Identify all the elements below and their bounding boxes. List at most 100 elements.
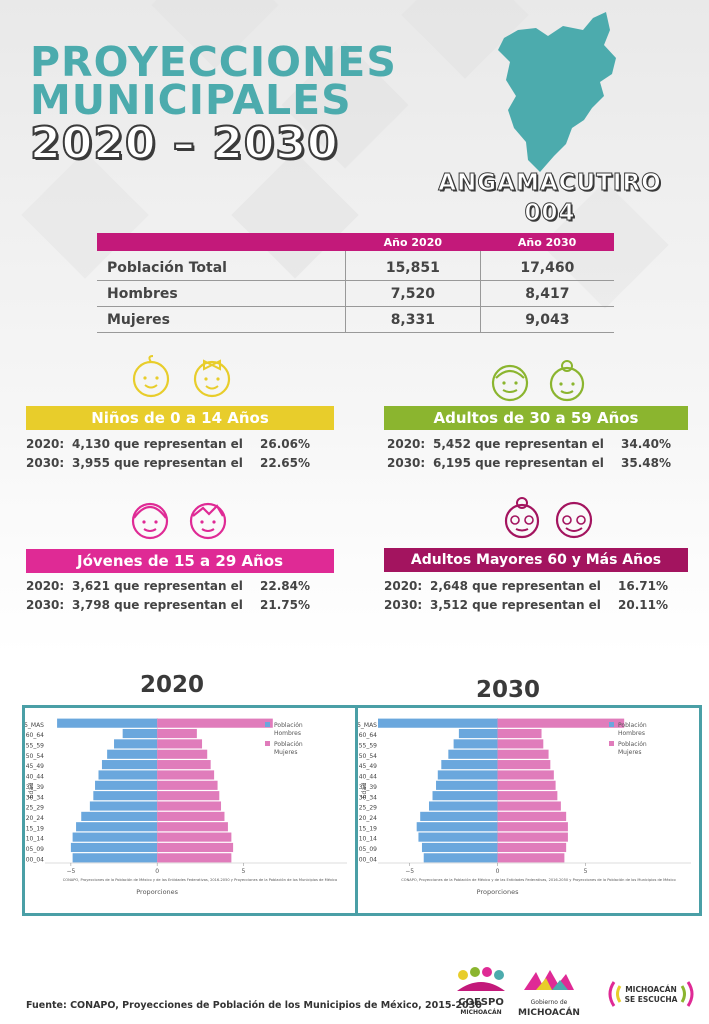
table-row: Hombres 7,520 8,417 — [97, 280, 614, 307]
year-label: 2030: — [26, 598, 65, 612]
x-tick-label: 5 — [584, 868, 588, 875]
bar-mujeres-60_64 — [157, 728, 197, 739]
bar-hombres-50_54 — [107, 749, 158, 759]
year-label: 2030: — [387, 456, 426, 470]
logo3-line1: MICHOACÁN — [625, 985, 677, 994]
bar-hombres-55_59 — [453, 739, 498, 749]
y-axis-label: Edad — [360, 782, 368, 798]
row-label: Hombres — [97, 280, 346, 307]
x-axis-label: Proporciones — [136, 888, 178, 896]
bar-mujeres-10_14 — [497, 832, 568, 842]
year-label: 2030: — [384, 598, 423, 612]
bar-mujeres-50_54 — [157, 749, 208, 759]
bar-mujeres-00_04 — [157, 853, 232, 863]
legend-swatch-hombres — [609, 722, 614, 727]
legend-swatch-mujeres — [609, 741, 614, 746]
mayores-title-bar: Adultos Mayores 60 y Más Años — [384, 548, 688, 572]
ninos-line-2030: 2030: 3,955 que representan el 22.65% — [26, 456, 310, 470]
gobierno-michoacan-logo: Gobierno de MICHOACÁN — [518, 970, 580, 1018]
bar-hombres-05_09 — [70, 842, 158, 853]
jovenes-line-2030: 2030: 3,798 que representan el 21.75% — [26, 598, 310, 612]
percent: 22.65% — [260, 456, 310, 470]
bar-hombres-00_04 — [72, 853, 158, 863]
bar-mujeres-65_MAS — [497, 718, 625, 728]
legend-swatch-hombres — [265, 722, 270, 727]
young-woman-icon — [131, 502, 169, 540]
coespo-subtext: MICHOACÁN — [460, 1009, 501, 1016]
age-tick-label: 10_14 — [359, 836, 377, 843]
bar-hombres-30_34 — [93, 791, 158, 801]
mayores-line-2030: 2030: 3,512 que representan el 20.11% — [384, 598, 668, 612]
percent: 26.06% — [260, 437, 310, 451]
bar-hombres-00_04 — [423, 853, 498, 863]
bar-mujeres-55_59 — [497, 739, 544, 749]
row-value-2020: 7,520 — [345, 280, 481, 307]
gobierno-text: Gobierno de — [531, 999, 568, 1006]
logo3-line2: SE ESCUCHA — [625, 995, 678, 1004]
bar-mujeres-05_09 — [497, 842, 567, 853]
jovenes-title-bar: Jóvenes de 15 a 29 Años — [26, 549, 334, 573]
age-tick-label: 05_09 — [26, 846, 44, 853]
year-label: 2020: — [26, 579, 65, 593]
ninos-title-bar: Niños de 0 a 14 Años — [26, 406, 334, 430]
count-text: 2,648 que representan el — [430, 579, 601, 593]
bar-mujeres-55_59 — [157, 739, 203, 749]
bar-hombres-20_24 — [81, 811, 158, 821]
age-tick-label: 20_24 — [359, 815, 377, 822]
age-tick-label: 15_19 — [359, 825, 377, 832]
bar-mujeres-45_49 — [157, 760, 211, 770]
bar-hombres-30_34 — [432, 791, 498, 801]
chart-source-note: CONAPO, Proyecciones de la Población de … — [63, 878, 337, 882]
count-text: 3,621 que representan el — [72, 579, 243, 593]
elderly-man-icon — [555, 501, 593, 539]
bar-mujeres-35_39 — [157, 780, 218, 790]
legend-label-mujeres-2: Mujeres — [274, 749, 298, 756]
michoacan-se-escucha-logo: MICHOACÁN SE ESCUCHA — [608, 981, 694, 1007]
x-axis-label: Proporciones — [477, 888, 519, 896]
title-line-1: PROYECCIONES — [30, 38, 397, 86]
adultos-title-bar: Adultos de 30 a 59 Años — [384, 406, 688, 430]
chart-year-2020: 2020 — [140, 672, 205, 698]
young-man-icon — [189, 502, 227, 540]
population-pyramid-2030: 00_04 05_09 10_14 15_19 20_24 25_29 30_34 35_39… — [358, 718, 691, 896]
bar-hombres-15_19 — [76, 822, 158, 832]
row-value-2020: 15,851 — [345, 251, 481, 281]
title-years: 2020 – 2030 — [29, 118, 339, 169]
bar-hombres-20_24 — [420, 811, 498, 821]
age-tick-label: 40_44 — [26, 774, 44, 781]
age-tick-label: 55_59 — [26, 742, 44, 749]
title-line-2: MUNICIPALES — [30, 76, 352, 124]
bar-hombres-45_49 — [441, 760, 498, 770]
bar-hombres-60_64 — [122, 728, 158, 739]
michoacan-text: MICHOACÁN — [518, 1006, 580, 1018]
bar-hombres-40_44 — [437, 770, 498, 780]
age-tick-label: 50_54 — [359, 753, 377, 760]
row-label: Población Total — [97, 251, 346, 281]
bar-hombres-65_MAS — [57, 718, 158, 728]
bar-hombres-10_14 — [418, 832, 498, 842]
bar-hombres-25_29 — [428, 801, 498, 811]
chart-year-2030: 2030 — [476, 677, 541, 703]
age-tick-label: 60_64 — [359, 732, 377, 739]
elderly-woman-icon — [504, 497, 540, 539]
ninos-line-2020: 2020: 4,130 que representan el 26.06% — [26, 437, 310, 451]
table-header-2030: Año 2030 — [480, 233, 614, 251]
count-text: 4,130 que representan el — [72, 437, 243, 451]
bar-hombres-60_64 — [458, 728, 498, 739]
age-tick-label: 65_MAS — [25, 722, 44, 729]
year-label: 2020: — [26, 437, 65, 451]
year-label: 2020: — [387, 437, 426, 451]
legend-label-hombres-2: Hombres — [618, 730, 645, 737]
baby-boy-icon — [132, 355, 170, 398]
bar-hombres-15_19 — [416, 822, 498, 832]
baby-girl-icon — [193, 359, 231, 398]
adultos-line-2030: 2030: 6,195 que representan el 35.48% — [387, 456, 671, 470]
municipality-name: ANGAMACUTIRO — [438, 170, 662, 197]
percent: 21.75% — [260, 598, 310, 612]
coespo-text: COESPO — [458, 997, 504, 1008]
age-tick-label: 25_29 — [26, 805, 44, 812]
pyramids-frame: 00_04 05_09 10_14 15_19 20_24 25_29 30_34 35_39… — [22, 705, 702, 916]
age-tick-label: 15_19 — [26, 825, 44, 832]
bar-hombres-65_MAS — [378, 718, 498, 728]
bar-mujeres-15_19 — [157, 822, 228, 832]
